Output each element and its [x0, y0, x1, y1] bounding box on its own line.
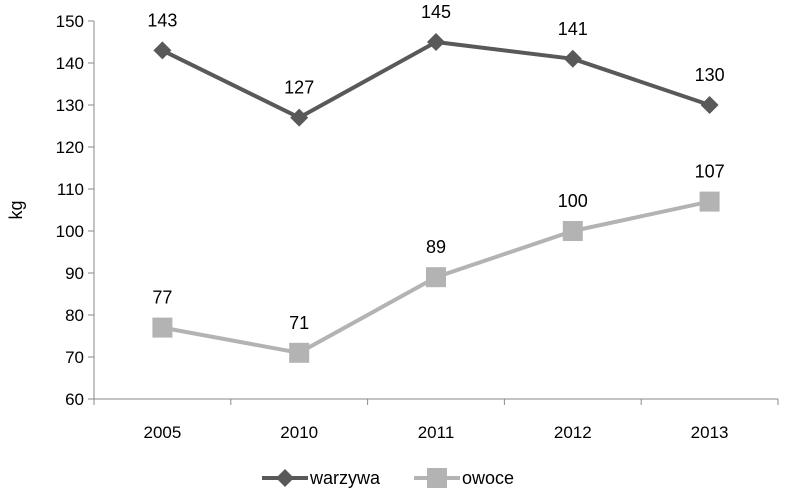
legend-label: owoce [462, 468, 514, 488]
x-tick-label: 2011 [418, 423, 455, 442]
data-point [289, 342, 310, 363]
data-point [700, 96, 719, 114]
data-label: 145 [421, 2, 451, 22]
data-label: 89 [426, 237, 446, 257]
data-label: 71 [289, 313, 309, 333]
legend-item-owoce: owoce [414, 468, 514, 488]
y-tick-label: 110 [57, 180, 84, 199]
legend-marker [427, 468, 448, 488]
legend-label: warzywa [309, 468, 381, 488]
y-tick-label: 120 [56, 138, 84, 157]
data-point [427, 33, 445, 51]
data-label: 143 [147, 10, 177, 30]
data-label: 77 [152, 288, 172, 308]
data-point [563, 49, 582, 68]
y-tick-label: 100 [56, 222, 84, 241]
data-point [562, 221, 583, 241]
series-warzywa: 143 127 145 141 130 [147, 2, 725, 127]
x-tick-label: 2010 [280, 423, 318, 442]
series-layer: 143 127 145 141 130 77 71 89 100 107 [147, 2, 725, 363]
legend-marker [276, 469, 294, 487]
data-point [152, 317, 173, 338]
data-label: 141 [558, 19, 588, 39]
y-axis-title: kg [6, 200, 26, 219]
y-tick-label: 60 [65, 390, 84, 409]
legend-item-warzywa: warzywa [262, 468, 381, 488]
data-point [153, 41, 172, 60]
series-owoce: 77 71 89 100 107 [152, 162, 725, 363]
data-label: 100 [558, 191, 588, 211]
y-tick-label: 70 [65, 348, 84, 367]
data-label: 130 [695, 65, 725, 85]
y-tick-label: 150 [56, 12, 84, 31]
x-tick-label: 2005 [143, 423, 181, 442]
legend: warzywa owoce [262, 468, 514, 488]
data-label: 107 [695, 162, 725, 182]
x-tick-label: 2013 [691, 423, 729, 442]
data-point [426, 267, 446, 288]
y-tick-label: 80 [65, 306, 84, 325]
series-line [161, 40, 711, 120]
x-axis: 2005 2010 2011 2012 2013 [93, 398, 779, 442]
x-tick-label: 2012 [554, 423, 592, 442]
data-point [290, 108, 309, 127]
y-tick-label: 90 [65, 264, 84, 283]
data-point [699, 191, 720, 212]
y-tick-label: 130 [56, 96, 84, 115]
data-label: 127 [284, 78, 314, 98]
y-tick-label: 140 [56, 54, 84, 73]
y-axis: 60 70 80 90 100 110 120 130 140 150 [56, 12, 95, 409]
